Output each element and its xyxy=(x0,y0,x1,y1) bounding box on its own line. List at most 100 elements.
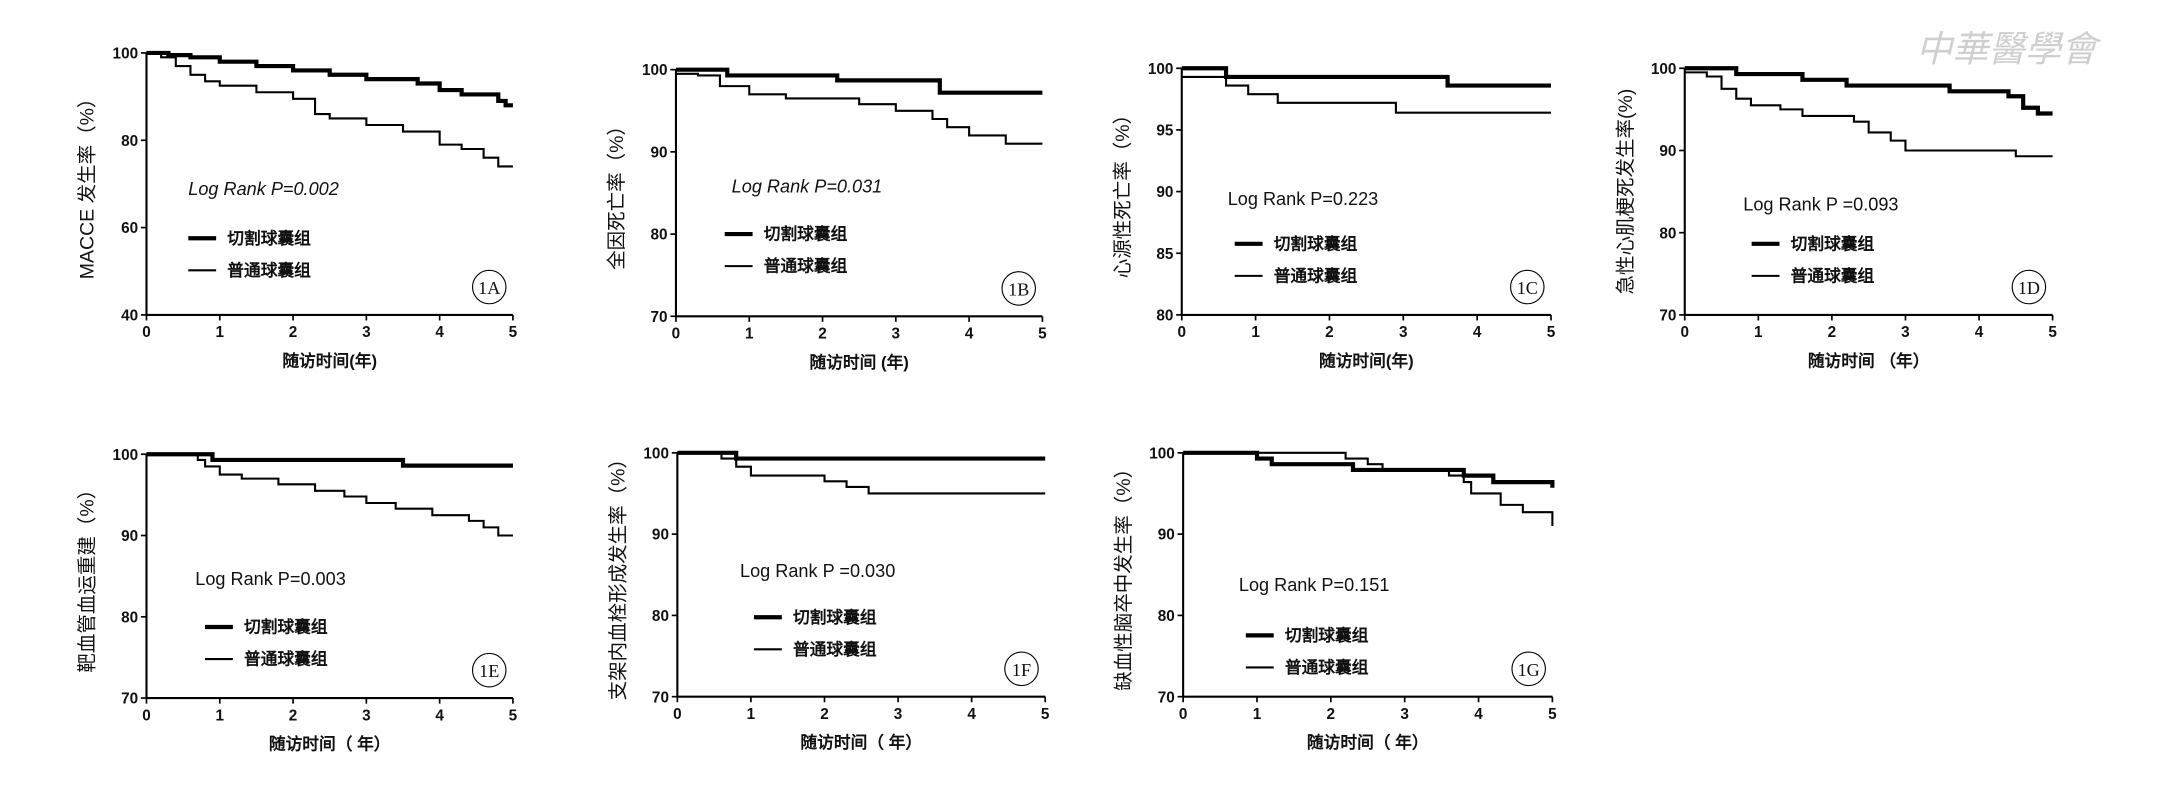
y-tick-label: 80 xyxy=(121,133,138,150)
x-tick-label: 4 xyxy=(1474,706,1483,723)
x-tick-label: 4 xyxy=(435,324,444,341)
x-tick-label: 3 xyxy=(1901,324,1910,341)
y-tick-label: 40 xyxy=(121,307,138,324)
y-axis-label: 靶血管血运重建（%） xyxy=(77,480,99,673)
y-tick-label: 85 xyxy=(1156,246,1174,263)
x-tick-label: 4 xyxy=(1473,324,1482,341)
panel-badge xyxy=(471,652,507,688)
y-tick-label: 100 xyxy=(1148,61,1174,78)
x-tick-label: 5 xyxy=(1038,326,1047,343)
legend-label: 普通球囊组 xyxy=(227,260,311,280)
x-tick-label: 0 xyxy=(142,324,151,341)
y-axis-label: 急性心肌梗死发生率(%) xyxy=(1615,89,1637,295)
y-tick-label: 95 xyxy=(1156,123,1174,140)
x-tick-label: 1 xyxy=(1253,706,1262,723)
y-tick-label: 70 xyxy=(651,309,668,326)
y-tick-label: 90 xyxy=(1156,184,1173,201)
annotation: Log Rank P=0.031 xyxy=(732,176,883,196)
x-axis-label: 随访时间 (年) xyxy=(809,352,908,372)
y-tick-label: 90 xyxy=(652,527,669,544)
y-tick-label: 90 xyxy=(1158,527,1175,544)
panel-label: 1D xyxy=(2018,278,2040,298)
x-tick-label: 5 xyxy=(2048,324,2057,341)
x-tick-label: 0 xyxy=(673,706,682,723)
x-tick-label: 2 xyxy=(1828,324,1837,341)
x-tick-label: 1 xyxy=(1251,324,1260,341)
x-axis-label: 随访时间（ 年） xyxy=(800,732,922,752)
km-curve xyxy=(677,451,1046,495)
x-tick-label: 5 xyxy=(1548,706,1557,723)
panel-badge xyxy=(1001,271,1037,306)
annotation: Log Rank P=0.151 xyxy=(1239,575,1390,595)
panel-label: 1G xyxy=(1518,660,1540,680)
x-tick-label: 3 xyxy=(892,326,901,343)
x-tick-label: 2 xyxy=(1325,324,1334,341)
y-tick-label: 100 xyxy=(113,447,139,464)
y-tick-label: 90 xyxy=(121,528,138,545)
y-tick-label: 80 xyxy=(1156,307,1173,324)
x-tick-label: 0 xyxy=(672,326,681,343)
watermark: 中華醫學會 xyxy=(1916,28,2102,69)
km-curve xyxy=(146,453,513,537)
panel-label: 1C xyxy=(1517,278,1538,298)
y-tick-label: 100 xyxy=(1149,445,1175,462)
y-axis-label: 全因死亡率（%） xyxy=(606,116,628,270)
y-axis-label: 缺血性脑卒中发生率（%） xyxy=(1113,459,1135,691)
x-axis-label: 随访时间 （年） xyxy=(1808,350,1930,370)
km-curve xyxy=(675,72,1043,145)
x-tick-label: 4 xyxy=(435,707,444,724)
legend-label: 普通球囊组 xyxy=(1791,265,1875,285)
legend-label: 普通球囊组 xyxy=(1274,265,1358,285)
y-axis-label: 支架内血栓形成发生率（%） xyxy=(607,449,629,700)
x-tick-label: 0 xyxy=(1177,324,1186,341)
legend-label: 切割球囊组 xyxy=(793,607,877,627)
legend-label: 普通球囊组 xyxy=(793,639,877,659)
y-tick-label: 70 xyxy=(1158,689,1175,706)
y-tick-label: 70 xyxy=(652,689,669,706)
y-tick-label: 100 xyxy=(1651,61,1677,78)
x-tick-label: 5 xyxy=(509,707,518,724)
x-tick-label: 1 xyxy=(1754,324,1763,341)
x-tick-label: 2 xyxy=(820,706,829,723)
y-tick-label: 90 xyxy=(651,144,668,161)
y-tick-label: 100 xyxy=(113,46,139,63)
panel-badge xyxy=(471,269,507,305)
x-tick-label: 5 xyxy=(1041,706,1050,723)
km-curve xyxy=(146,50,513,108)
panel-badge xyxy=(1004,651,1039,687)
legend-label: 普通球囊组 xyxy=(244,649,328,669)
panel-label: 1F xyxy=(1012,660,1031,680)
x-axis-label: 随访时间（ 年） xyxy=(1307,732,1429,752)
annotation: Log Rank P=0.002 xyxy=(188,179,339,199)
x-axis-label: 随访时间(年) xyxy=(1319,350,1414,370)
legend-label: 普通球囊组 xyxy=(764,256,848,276)
km-curve xyxy=(1684,71,2053,158)
legend-label: 切割球囊组 xyxy=(1791,233,1875,253)
x-tick-label: 5 xyxy=(1547,324,1556,341)
x-axis-label: 随访时间(年) xyxy=(282,350,377,370)
legend-label: 切割球囊组 xyxy=(244,617,328,637)
annotation: Log Rank P=0.003 xyxy=(195,569,346,589)
x-tick-label: 1 xyxy=(216,324,225,341)
x-tick-label: 1 xyxy=(216,707,225,724)
y-tick-label: 80 xyxy=(652,608,669,625)
x-tick-label: 0 xyxy=(142,707,151,724)
x-tick-label: 4 xyxy=(1975,324,1984,341)
y-tick-label: 100 xyxy=(642,62,668,79)
y-tick-label: 100 xyxy=(643,445,669,462)
km-curve xyxy=(146,51,513,168)
y-tick-label: 60 xyxy=(121,220,138,237)
x-axis-label: 随访时间（ 年） xyxy=(269,734,391,754)
y-tick-label: 80 xyxy=(1659,225,1676,242)
x-tick-label: 3 xyxy=(1400,706,1409,723)
panel-label: 1A xyxy=(478,278,500,298)
x-tick-label: 3 xyxy=(362,707,371,724)
y-axis-label: MACCE 发生率（%） xyxy=(77,89,99,280)
annotation: Log Rank P =0.093 xyxy=(1743,194,1898,214)
y-tick-label: 80 xyxy=(1158,608,1175,625)
x-tick-label: 1 xyxy=(747,706,756,723)
annotation: Log Rank P=0.223 xyxy=(1228,189,1379,209)
panel-badge xyxy=(2011,269,2047,305)
x-tick-label: 2 xyxy=(289,324,298,341)
